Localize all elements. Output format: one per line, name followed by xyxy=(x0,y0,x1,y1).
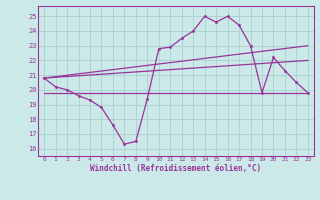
X-axis label: Windchill (Refroidissement éolien,°C): Windchill (Refroidissement éolien,°C) xyxy=(91,164,261,173)
